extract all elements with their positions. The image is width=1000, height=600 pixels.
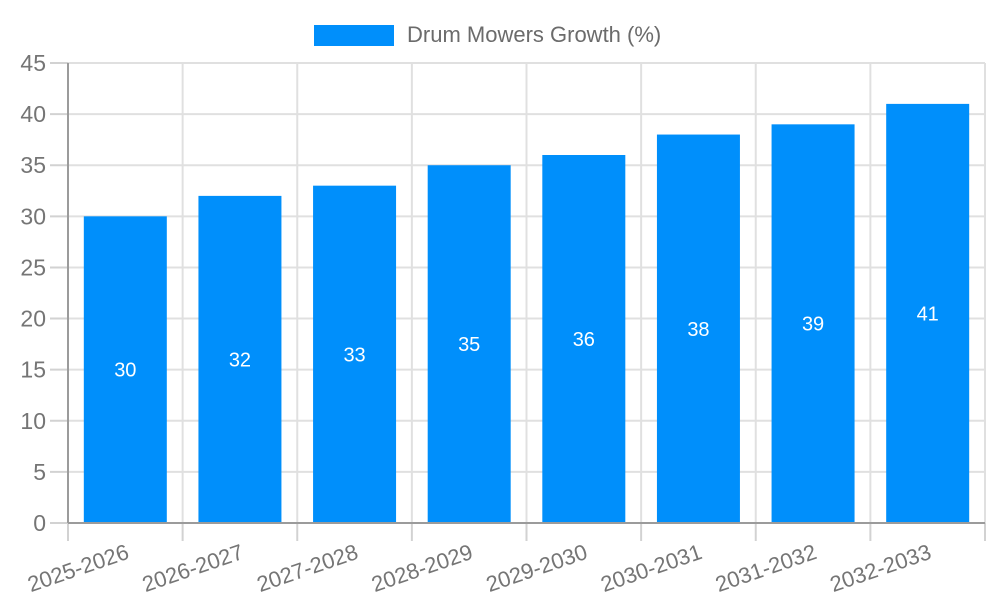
y-tick-label: 0 <box>33 510 46 536</box>
y-tick-label: 25 <box>20 254 46 280</box>
bar[interactable] <box>656 134 740 524</box>
x-tick-label: 2032-2033 <box>827 539 935 597</box>
x-tick-label: 2027-2028 <box>254 539 362 597</box>
bar-value-label: 35 <box>458 334 480 356</box>
bar-value-label: 30 <box>114 360 136 382</box>
y-tick-label: 15 <box>20 357 46 383</box>
x-tick-label: 2031-2032 <box>712 539 820 597</box>
x-tick-label: 2030-2031 <box>597 539 705 597</box>
bar[interactable] <box>427 165 511 523</box>
y-tick-label: 5 <box>33 459 46 485</box>
y-tick-label: 45 <box>20 50 46 76</box>
x-tick-label: 2028-2029 <box>368 539 476 597</box>
legend-swatch <box>314 24 394 46</box>
bar-value-label: 38 <box>687 319 709 341</box>
bar[interactable] <box>771 124 855 523</box>
y-tick-label: 30 <box>20 203 46 229</box>
y-tick-label: 35 <box>20 152 46 178</box>
y-tick-label: 20 <box>20 306 46 332</box>
x-tick-label: 2029-2030 <box>483 539 591 597</box>
bar-value-label: 41 <box>917 303 939 325</box>
bar[interactable] <box>83 216 167 524</box>
bar[interactable] <box>886 103 970 523</box>
y-tick-label: 10 <box>20 408 46 434</box>
y-tick-label: 40 <box>20 101 46 127</box>
bar[interactable] <box>542 155 626 523</box>
legend: Drum Mowers Growth (%) <box>314 22 661 48</box>
legend-item[interactable]: Drum Mowers Growth (%) <box>314 22 661 48</box>
bar-value-label: 33 <box>343 344 365 366</box>
bar-value-label: 32 <box>229 349 251 371</box>
bar-value-label: 39 <box>802 314 824 336</box>
bar[interactable] <box>313 185 397 523</box>
x-tick-label: 2026-2027 <box>139 539 247 597</box>
bar[interactable] <box>198 195 282 523</box>
x-tick-label: 2025-2026 <box>24 539 132 597</box>
bar-value-label: 36 <box>573 329 595 351</box>
legend-label: Drum Mowers Growth (%) <box>407 22 662 47</box>
